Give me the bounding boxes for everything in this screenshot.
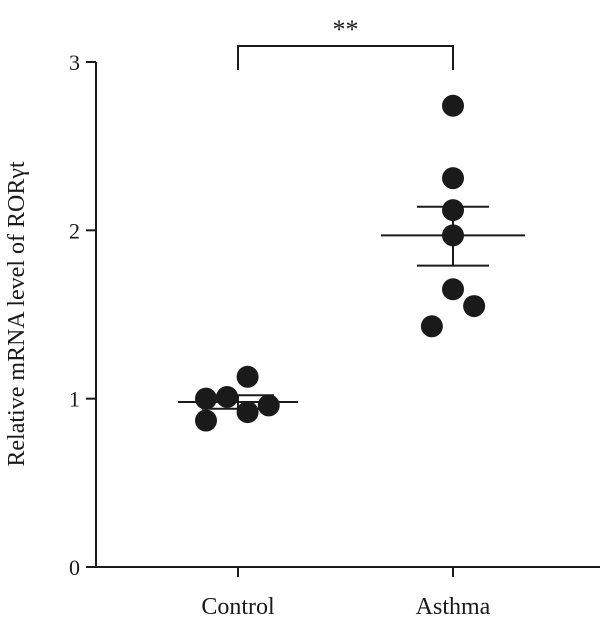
- data-point-control-5: [257, 394, 280, 417]
- significance-label: **: [333, 15, 359, 44]
- y-axis-label-group: Relative mRNA level of RORγt: [4, 161, 30, 467]
- x-axis-categories: Control Asthma: [201, 567, 491, 620]
- significance-bracket-line: [237, 45, 454, 70]
- data-points: [195, 94, 486, 432]
- y-tick-label-1: 1: [69, 387, 80, 412]
- data-point-asthma-0: [442, 94, 464, 117]
- data-point-control-2: [216, 385, 239, 408]
- data-point-asthma-6: [463, 295, 486, 318]
- y-tick-label-2: 2: [69, 218, 80, 243]
- significance-bracket: **: [237, 15, 454, 70]
- data-point-control-0: [195, 387, 217, 410]
- x-category-label-1: Asthma: [416, 594, 491, 620]
- y-tick-label-0: 0: [69, 555, 80, 580]
- data-point-control-1: [195, 409, 217, 432]
- data-point-asthma-5: [420, 315, 443, 338]
- x-category-label-0: Control: [201, 594, 275, 620]
- data-point-control-4: [236, 401, 259, 424]
- data-point-control-3: [236, 365, 259, 388]
- data-point-asthma-2: [442, 199, 464, 222]
- data-point-asthma-4: [442, 278, 464, 301]
- y-axis-ticks: 0 1 2 3: [69, 50, 96, 580]
- y-axis-label: Relative mRNA level of RORγt: [4, 161, 30, 467]
- data-point-asthma-3: [442, 224, 464, 247]
- y-tick-label-3: 3: [69, 50, 80, 75]
- data-point-asthma-1: [442, 167, 464, 190]
